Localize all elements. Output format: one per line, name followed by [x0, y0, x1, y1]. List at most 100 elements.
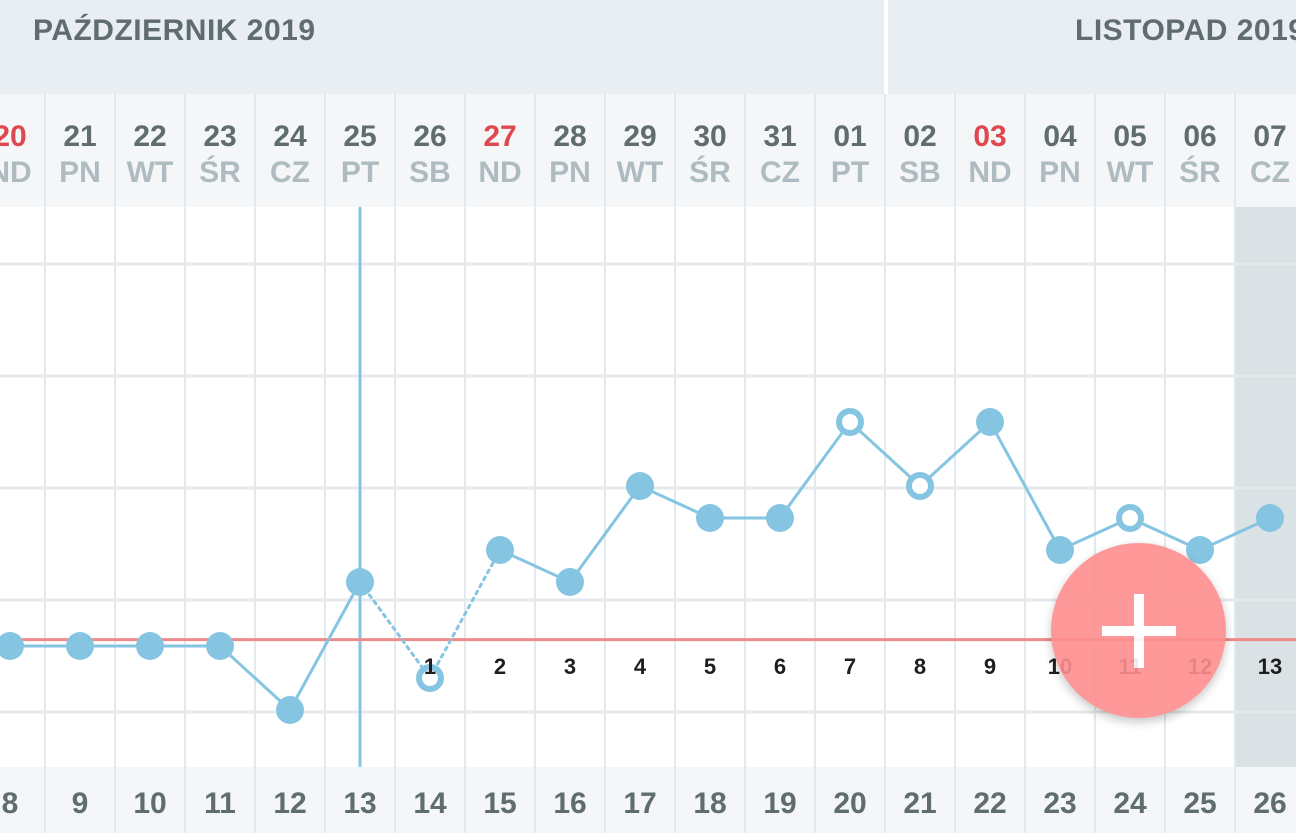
day-of-week: ND — [968, 156, 1012, 189]
day-of-week: ŚR — [1179, 156, 1221, 189]
cycle-footer-cell: 10 — [115, 767, 185, 833]
cycle-footer-cell: 18 — [675, 767, 745, 833]
temperature-point — [276, 696, 304, 724]
cycle-footer-number: 12 — [273, 787, 307, 820]
cycle-footer-cell: 19 — [745, 767, 815, 833]
day-header-cell[interactable]: 03 ND — [955, 94, 1025, 207]
cycle-day-label: 7 — [843, 654, 857, 679]
day-of-week: CZ — [1250, 156, 1290, 189]
day-number: 29 — [623, 120, 657, 153]
day-number: 22 — [133, 120, 167, 153]
day-header-cell[interactable]: 06 ŚR — [1165, 94, 1235, 207]
day-number: 21 — [63, 120, 97, 153]
day-header-cell[interactable]: 01 PT — [815, 94, 885, 207]
day-header-cell[interactable]: 26 SB — [395, 94, 465, 207]
cycle-footer-cell: 15 — [465, 767, 535, 833]
cycle-footer-number: 23 — [1043, 787, 1077, 820]
day-of-week: PT — [340, 156, 380, 189]
temperature-point — [556, 568, 584, 596]
day-header-cell[interactable]: 23 ŚR — [185, 94, 255, 207]
temperature-point-excluded — [836, 408, 864, 436]
temperature-line-segment — [918, 420, 992, 488]
cycle-day-label: 4 — [633, 654, 647, 679]
day-header-cell[interactable]: 21 PN — [45, 94, 115, 207]
cycle-day-label: 1 — [423, 654, 437, 679]
month-header-october: PAŹDZIERNIK 2019 — [0, 0, 884, 94]
day-number: 25 — [343, 120, 377, 153]
day-header-cell[interactable]: 02 SB — [885, 94, 955, 207]
day-number: 30 — [693, 120, 727, 153]
day-of-week: ŚR — [199, 156, 241, 189]
cycle-footer-number: 22 — [973, 787, 1007, 820]
cycle-footer-number: 13 — [343, 787, 377, 820]
cycle-day-label: 13 — [1257, 654, 1283, 679]
cycle-footer-cell: 9 — [45, 767, 115, 833]
day-header-cell[interactable]: 28 PN — [535, 94, 605, 207]
day-number: 26 — [413, 120, 447, 153]
day-of-week: WT — [616, 156, 664, 189]
temperature-point — [206, 632, 234, 660]
cycle-footer-cell: 16 — [535, 767, 605, 833]
day-of-week: PN — [59, 156, 101, 189]
day-of-week: WT — [1106, 156, 1154, 189]
cycle-footer-number: 25 — [1183, 787, 1217, 820]
day-of-week: SB — [899, 156, 941, 189]
month-header-november: LISTOPAD 2019 — [888, 0, 1296, 94]
temperature-point-excluded — [1116, 504, 1144, 532]
temperature-point — [136, 632, 164, 660]
day-number: 28 — [553, 120, 587, 153]
temperature-point-excluded — [906, 472, 934, 500]
cycle-footer-number: 9 — [71, 787, 89, 820]
cycle-day-label: 2 — [493, 654, 507, 679]
day-header-cell[interactable]: 24 CZ — [255, 94, 325, 207]
temperature-point — [766, 504, 794, 532]
day-header-cell[interactable]: 04 PN — [1025, 94, 1095, 207]
day-header-cell[interactable]: 29 WT — [605, 94, 675, 207]
cycle-day-label: 3 — [563, 654, 577, 679]
month-label-november: LISTOPAD 2019 — [1075, 14, 1296, 47]
cycle-footer-cell: 25 — [1165, 767, 1235, 833]
day-header-cell[interactable]: 31 CZ — [745, 94, 815, 207]
day-of-week: ŚR — [689, 156, 731, 189]
day-number: 27 — [483, 120, 517, 153]
cycle-footer-number: 26 — [1253, 787, 1287, 820]
temperature-point-excluded — [416, 664, 444, 692]
cycle-footer-cell: 13 — [325, 767, 395, 833]
temperature-line-segment — [988, 421, 1062, 551]
cycle-footer-cell: 12 — [255, 767, 325, 833]
temperature-line-segment — [428, 548, 502, 680]
day-of-week: PN — [1039, 156, 1081, 189]
plus-icon — [1101, 593, 1176, 668]
cycle-day-label: 6 — [773, 654, 787, 679]
temperature-point — [626, 472, 654, 500]
cycle-footer-cell: 23 — [1025, 767, 1095, 833]
cycle-day-label: 8 — [913, 654, 927, 679]
day-header-cell[interactable]: 22 WT — [115, 94, 185, 207]
cycle-day-label: 5 — [703, 654, 717, 679]
day-header-cell[interactable]: 30 ŚR — [675, 94, 745, 207]
add-entry-button[interactable] — [1051, 543, 1226, 718]
month-label-october: PAŹDZIERNIK 2019 — [33, 14, 316, 47]
cycle-footer-number: 20 — [833, 787, 867, 820]
day-number: 05 — [1113, 120, 1147, 153]
cycle-footer-number: 8 — [1, 787, 19, 820]
day-header-cell[interactable]: 20ND — [0, 94, 45, 207]
day-of-week: ND — [0, 156, 32, 189]
day-header-cell[interactable]: 27 ND — [465, 94, 535, 207]
day-of-week: PT — [830, 156, 870, 189]
temperature-line-segment — [778, 421, 852, 519]
day-of-week: PN — [549, 156, 591, 189]
day-of-week: WT — [126, 156, 174, 189]
temperature-line-segment — [848, 420, 922, 488]
day-number: 01 — [833, 120, 867, 153]
cycle-footer-cell: 20 — [815, 767, 885, 833]
day-of-week: CZ — [760, 156, 800, 189]
temperature-point — [696, 504, 724, 532]
cycle-footer-number: 18 — [693, 787, 727, 820]
day-header-cell[interactable]: 07 CZ — [1235, 94, 1296, 207]
temperature-line-segment — [218, 644, 292, 712]
cycle-footer-cell: 11 — [185, 767, 255, 833]
day-header-cell[interactable]: 25 PT — [325, 94, 395, 207]
temperature-point — [66, 632, 94, 660]
day-header-cell[interactable]: 05 WT — [1095, 94, 1165, 207]
